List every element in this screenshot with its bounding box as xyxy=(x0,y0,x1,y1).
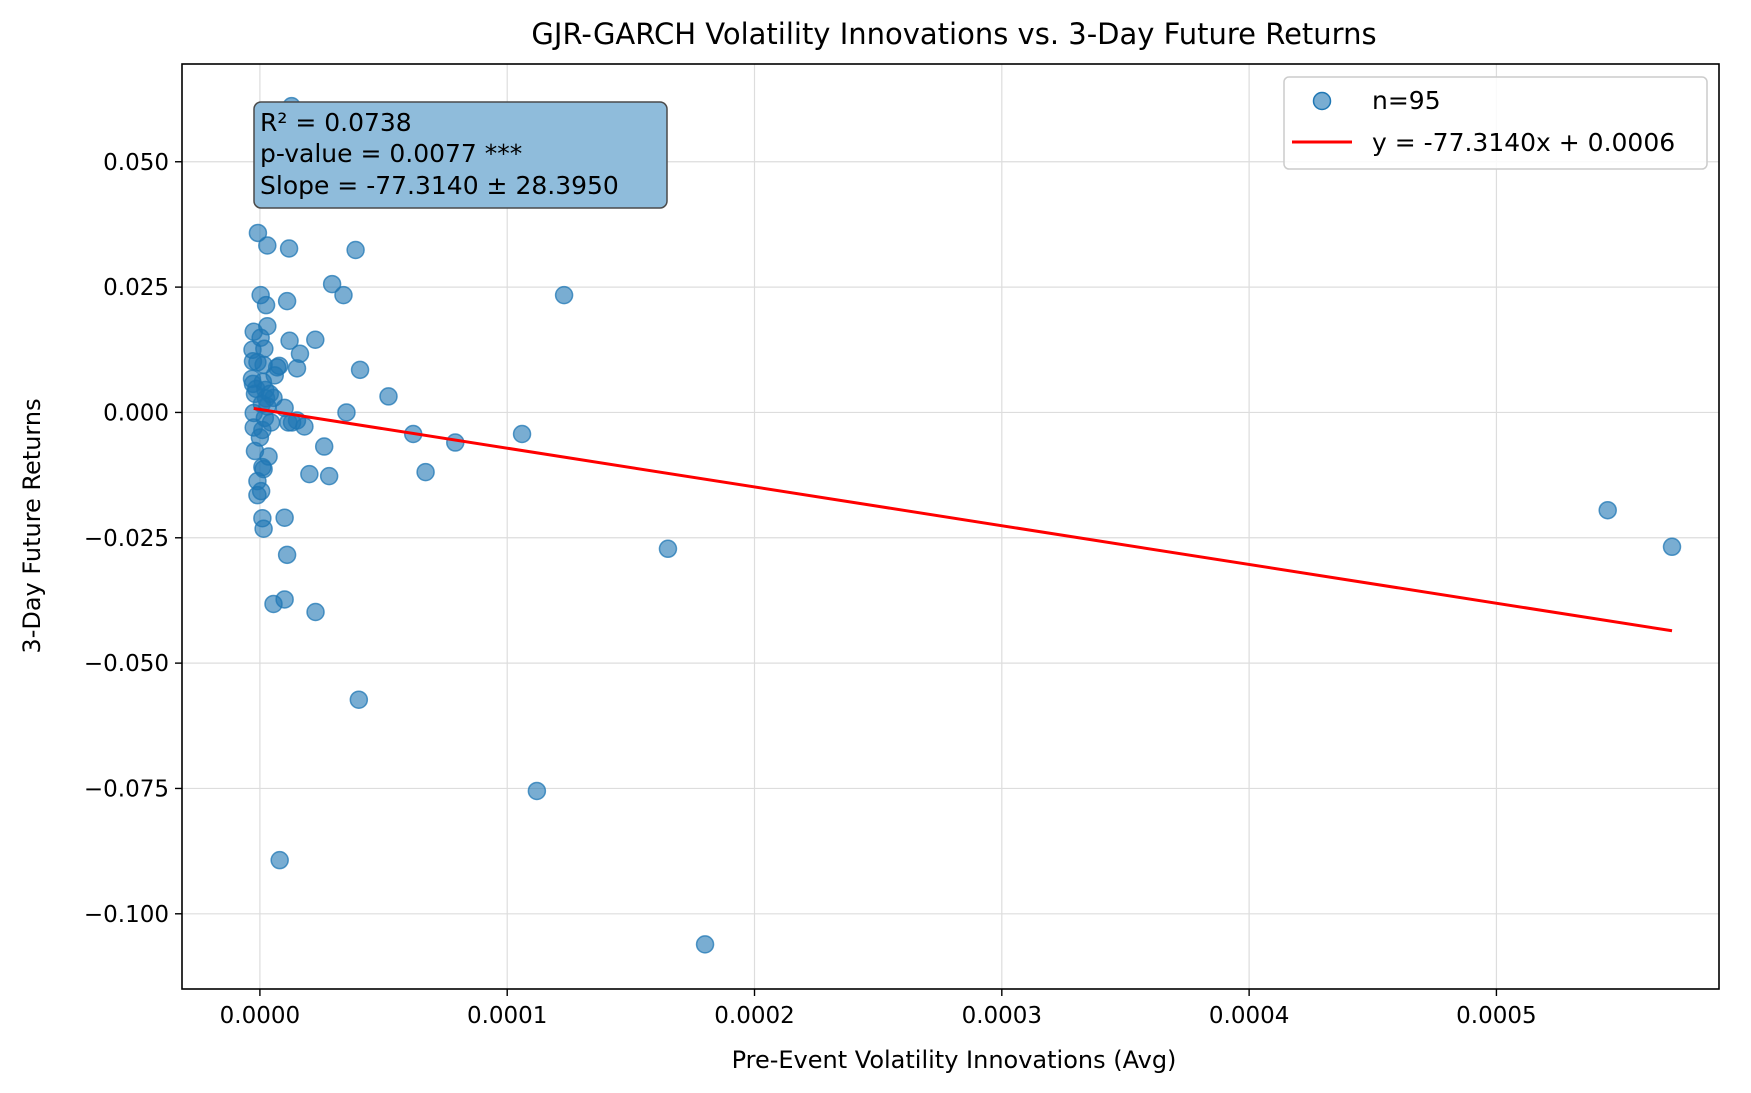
scatter-point xyxy=(275,508,294,527)
scatter-point xyxy=(300,464,319,484)
scatter-point xyxy=(279,239,299,258)
scatter-point xyxy=(275,590,294,609)
y-tick-label: −0.050 xyxy=(84,651,169,677)
data-layer xyxy=(242,96,1682,954)
y-tick-label: −0.075 xyxy=(84,776,169,802)
scatter-point xyxy=(349,690,369,709)
scatter-point xyxy=(1598,500,1617,520)
scatter-point xyxy=(416,462,435,482)
legend-scatter-marker xyxy=(1312,91,1332,111)
legend-box xyxy=(1283,76,1708,170)
chart-title: GJR-GARCH Volatility Innovations vs. 3-D… xyxy=(531,17,1376,51)
scatter-point xyxy=(287,359,307,378)
scatter-point xyxy=(306,330,325,349)
scatter-point xyxy=(379,387,398,406)
y-axis-label: 3-Day Future Returns xyxy=(18,398,46,653)
scatter-point xyxy=(334,285,353,305)
x-axis-label: Pre-Event Volatility Innovations (Avg) xyxy=(732,1046,1177,1074)
scatter-point xyxy=(319,466,339,486)
legend-scatter-label: n=95 xyxy=(1372,86,1441,115)
scatter-point xyxy=(322,274,342,294)
scatter-point xyxy=(446,433,465,452)
scatter-point xyxy=(277,545,297,565)
y-tick-label: −0.100 xyxy=(84,902,169,928)
scatter-point xyxy=(280,331,299,350)
y-tick-label: 0.025 xyxy=(103,275,169,301)
scatter-point xyxy=(306,602,325,622)
stats-annotation: R² = 0.0738 p-value = 0.0077 *** Slope =… xyxy=(253,101,668,209)
x-tick-label: 0.0000 xyxy=(220,1003,300,1029)
axis-ticks: 0.0000 0.0001 0.0002 0.0003 0.0004 0.0005 −0.1… xyxy=(84,150,1537,1029)
y-tick-label: 0.050 xyxy=(103,150,169,176)
scatter-point xyxy=(512,424,532,444)
scatter-point xyxy=(295,417,314,436)
scatter-point xyxy=(337,403,356,422)
scatter-point xyxy=(248,223,268,243)
legend: n=95 y = -77.3140x + 0.0006 xyxy=(1283,76,1708,170)
y-tick-label: 0.000 xyxy=(103,400,169,426)
scatter-point xyxy=(248,485,267,505)
stats-box xyxy=(253,101,668,209)
x-tick-label: 0.0002 xyxy=(714,1003,794,1029)
scatter-point xyxy=(554,285,574,305)
scatter-point xyxy=(256,295,276,315)
stats-slope: Slope = -77.3140 ± 28.3950 xyxy=(260,171,619,200)
stats-r-squared: R² = 0.0738 xyxy=(260,108,412,137)
x-tick-label: 0.0001 xyxy=(467,1003,547,1029)
plot-frame xyxy=(181,63,1720,990)
legend-line-label: y = -77.3140x + 0.0006 xyxy=(1372,128,1675,157)
y-tick-label: −0.025 xyxy=(84,526,169,552)
x-tick-label: 0.0004 xyxy=(1209,1003,1289,1029)
plot-area xyxy=(182,64,1719,989)
regression-line xyxy=(253,406,1673,633)
scatter-point xyxy=(277,291,297,311)
scatter-point xyxy=(527,781,547,801)
scatter-point xyxy=(658,539,678,559)
grid-lines xyxy=(182,64,1719,989)
x-tick-label: 0.0003 xyxy=(962,1003,1042,1029)
scatter-point xyxy=(258,236,277,255)
scatter-point xyxy=(346,240,365,260)
scatter-point xyxy=(1662,537,1682,557)
scatter-point xyxy=(270,850,289,870)
scatter-point xyxy=(695,935,715,954)
scatter-point xyxy=(314,437,334,456)
stats-p-value: p-value = 0.0077 *** xyxy=(260,139,522,168)
scatter-point xyxy=(350,360,370,380)
x-tick-label: 0.0005 xyxy=(1456,1003,1536,1029)
scatter-point xyxy=(254,519,273,539)
